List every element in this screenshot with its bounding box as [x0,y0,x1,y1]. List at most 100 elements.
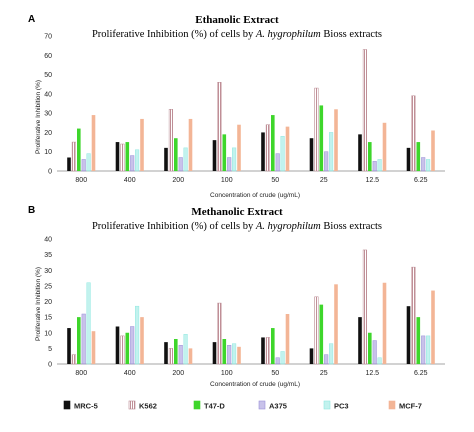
bar-pc3-50 [280,351,285,365]
y-tick-label: 30 [44,111,52,118]
bar-pc3-400 [135,305,140,365]
bar-mcf-7-100 [237,124,241,171]
bar-pc3-100 [232,343,237,365]
y-tick-label: 25 [44,283,52,290]
bar-pc3-400 [135,149,140,172]
bar-a375-800 [81,159,86,172]
bar-mcf-7-12-5 [382,122,387,171]
bar-mrc-5-25 [309,138,314,171]
y-tick-label: 10 [44,330,52,337]
bar-a375-100 [227,345,232,365]
y-tick-label: 30 [44,268,52,275]
bar-pc3-25 [329,132,334,172]
bar-a375-200 [178,157,183,172]
bar-mcf-7-6-25 [431,130,435,171]
bar-pc3-800 [86,282,91,365]
x-tick-label: 6.25 [414,177,428,184]
bar-k562-50 [265,124,270,172]
panel-a-plot: 0 10 20 30 40 50 60 70 800 400 200 100 50 25 12.5 6.25 [44,34,445,184]
legend-swatch-a375 [258,400,266,410]
y-tick-label: 60 [44,53,52,60]
bar-mrc-5-6-25 [406,306,411,364]
panel-a-subtitle-pre: Proliferative Inhibition (%) of cells by [92,29,256,40]
bar-mrc-5-12-5 [358,317,362,365]
bar-a375-400 [130,326,135,365]
bar-k562-6-25 [411,95,416,172]
bar-mrc-5-200 [164,147,168,171]
legend-label-t47-d: T47-D [204,402,225,411]
bar-a375-6-25 [421,335,426,365]
legend: MRC-5 K562 T47-D A375 PC3 MCF-7 [63,400,422,411]
x-tick-label: 100 [221,370,233,377]
bar-mrc-5-400 [115,326,120,364]
bar-k562-800 [71,141,76,172]
bar-mcf-7-400 [140,118,144,171]
panel-a-y-axis-label: Proliferative Inhibition (%) [35,80,42,154]
bar-mrc-5-100 [212,140,217,171]
bar-mcf-7-25 [334,284,338,364]
bar-k562-800 [71,354,76,365]
panel-a-x-axis-label: Concentration of crude (ug/mL) [210,192,300,199]
bar-pc3-50 [280,136,285,172]
bar-k562-12-5 [362,249,367,365]
bar-k562-25 [314,296,319,365]
bar-mrc-5-800 [67,157,71,171]
bar-mcf-7-25 [334,109,338,171]
x-tick-label: 12.5 [365,370,379,377]
legend-label-pc3: PC3 [334,402,349,411]
bar-t47-d-200 [174,339,178,364]
bar-pc3-6-25 [426,335,431,365]
bar-k562-400 [120,143,125,172]
bar-mcf-7-6-25 [431,290,435,364]
legend-label-mrc-5: MRC-5 [74,402,98,411]
bar-k562-100 [217,82,222,172]
bar-mcf-7-400 [140,317,144,365]
bar-mcf-7-100 [237,346,241,364]
bar-mcf-7-800 [91,331,96,364]
x-tick-label: 6.25 [414,370,428,377]
bar-k562-400 [120,335,125,365]
bar-mrc-5-100 [212,342,217,365]
panel-b-subtitle-pre: Proliferative Inhibition (%) of cells by [92,221,256,232]
bar-a375-50 [275,153,280,172]
x-tick-label: 200 [172,370,184,377]
bar-t47-d-100 [222,134,227,171]
bar-pc3-25 [329,343,334,365]
bar-a375-100 [227,157,232,172]
bar-mcf-7-200 [188,118,193,171]
y-tick-label: 40 [44,237,52,244]
y-tick-label: 50 [44,72,52,79]
x-tick-label: 800 [75,370,87,377]
bar-mrc-5-800 [67,328,71,364]
legend-swatch-t47-d [193,400,201,410]
panel-b-y-axis-label: Proliferative Inhibition (%) [35,267,42,341]
bar-mcf-7-50 [285,314,290,364]
bar-t47-d-6-25 [416,142,421,171]
x-tick-label: 400 [124,370,136,377]
y-tick-label: 15 [44,315,52,322]
bar-mrc-5-200 [164,342,168,365]
legend-label-k562: K562 [139,402,157,411]
y-tick-label: 10 [44,149,52,156]
y-tick-label: 0 [48,362,52,369]
y-tick-label: 70 [44,34,52,41]
bar-mrc-5-12-5 [358,134,362,171]
y-tick-label: 20 [44,299,52,306]
legend-label-a375: A375 [269,402,287,411]
panel-b-letter: B [28,205,35,216]
legend-swatch-mcf-7 [388,400,396,410]
bar-mrc-5-25 [309,348,314,365]
bar-k562-200 [168,109,173,172]
y-tick-label: 40 [44,91,52,98]
x-tick-label: 200 [172,177,184,184]
bar-mcf-7-800 [91,115,96,171]
legend-swatch-pc3 [323,400,331,410]
bar-pc3-6-25 [426,159,431,172]
x-tick-label: 12.5 [365,177,379,184]
x-tick-label: 400 [124,177,136,184]
legend-swatch-k562 [128,400,136,410]
bar-mrc-5-400 [115,142,120,171]
bar-t47-d-800 [77,317,81,365]
y-tick-label: 35 [44,252,52,259]
bar-a375-12-5 [372,340,377,365]
